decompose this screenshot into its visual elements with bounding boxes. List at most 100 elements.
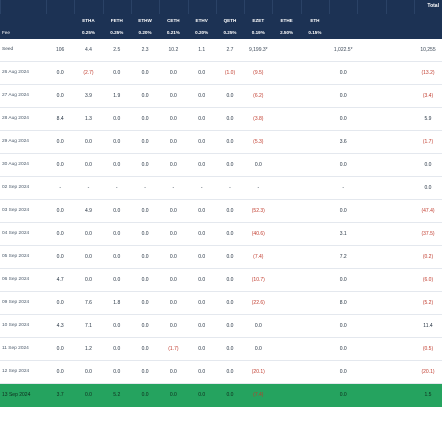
row-cell: 0.0 bbox=[113, 277, 121, 283]
row-cell: 0.0 bbox=[141, 392, 149, 398]
row-cell: 0.0 bbox=[141, 93, 149, 99]
row-cell bbox=[357, 85, 385, 107]
row-cell: (1.7) bbox=[168, 346, 179, 352]
table-row[interactable]: 27 Aug 2024 0.0 3.9 1.9 0.0 0.0 0.0 0.0 (6.2) 0.0… bbox=[0, 85, 442, 108]
row-cell: 0.0 bbox=[198, 392, 206, 398]
row-total: (37.5) bbox=[421, 231, 435, 237]
row-cell bbox=[386, 384, 414, 407]
row-cell bbox=[386, 131, 414, 153]
flows-table: Total ETHA FETH ETHW CETH ETHV QETH EZET ETHE ET… bbox=[0, 0, 442, 407]
row-cell bbox=[272, 223, 300, 245]
row-cell: 0.0 bbox=[169, 323, 177, 329]
row-cell bbox=[272, 384, 300, 407]
row-total: 0.0 bbox=[424, 162, 432, 168]
row-cell: 0.0 bbox=[226, 300, 234, 306]
row-cell bbox=[301, 223, 329, 245]
fee-value: 0.15% bbox=[308, 30, 322, 35]
fee-value bbox=[386, 27, 414, 39]
fee-label: Fee bbox=[2, 30, 10, 35]
row-cell: 0.0 bbox=[226, 139, 234, 145]
row-cell: 0.0 bbox=[198, 254, 206, 260]
row-cell bbox=[301, 177, 329, 199]
row-cell bbox=[272, 246, 300, 268]
row-cell: 3.7 bbox=[56, 392, 64, 398]
row-cell: 0.0 bbox=[169, 208, 177, 214]
row-date: 30 Aug 2024 bbox=[2, 162, 29, 167]
table-row[interactable]: 10 Sep 2024 4.3 7.1 0.0 0.0 0.0 0.0 0.0 0.0 0.0 11… bbox=[0, 315, 442, 338]
table-row[interactable]: 02 Sep 2024 - - - - - - - - - 0.0 bbox=[0, 177, 442, 200]
table-row[interactable]: 26 Aug 2024 0.0 (2.7) 0.0 0.0 0.0 0.0 (1.0) (9.5… bbox=[0, 62, 442, 85]
row-cell: - bbox=[115, 185, 118, 191]
row-cell: 0.0 bbox=[141, 300, 149, 306]
row-cell: 0.0 bbox=[169, 254, 177, 260]
row-cell: 2.5 bbox=[113, 47, 121, 53]
row-cell: 1,022.5* bbox=[333, 47, 353, 53]
ticker-header: ETHV bbox=[195, 18, 208, 23]
table-row[interactable]: 05 Sep 2024 0.0 0.0 0.0 0.0 0.0 0.0 0.0 (7.4) 7.2… bbox=[0, 246, 442, 269]
row-cell bbox=[357, 223, 385, 245]
row-date: 06 Sep 2024 bbox=[2, 277, 30, 282]
row-cell: 0.0 bbox=[198, 93, 206, 99]
row-cell: (52.3) bbox=[251, 208, 265, 214]
fee-value: 2.50% bbox=[280, 30, 294, 35]
row-cell: (7.4) bbox=[253, 254, 264, 260]
row-cell: - bbox=[144, 185, 146, 191]
ticker-header bbox=[386, 14, 414, 27]
row-cell: (3.8) bbox=[253, 116, 264, 122]
highlighted-row[interactable]: 13 Sep 2024 3.7 0.0 5.2 0.0 0.0 0.0 0.0 (7.4) 0.0… bbox=[0, 384, 442, 407]
row-cell: 0.0 bbox=[254, 323, 262, 329]
row-cell bbox=[386, 177, 414, 199]
row-cell: 2.7 bbox=[226, 47, 234, 53]
seed-row[interactable]: Seed 106 4.4 2.5 2.3 10.2 1.1 2.7 9,199.3* 1,022.… bbox=[0, 39, 442, 62]
row-cell: 3.6 bbox=[339, 139, 347, 145]
row-cell: - bbox=[200, 185, 203, 191]
row-cell: 0.0 bbox=[226, 346, 234, 352]
ticker-header: ETHE bbox=[280, 18, 293, 23]
table-row[interactable]: 04 Sep 2024 0.0 0.0 0.0 0.0 0.0 0.0 0.0 (40.6) 3.… bbox=[0, 223, 442, 246]
row-cell: - bbox=[229, 185, 231, 191]
fee-value: 0.21% bbox=[166, 30, 180, 35]
row-cell: - bbox=[257, 185, 260, 191]
row-cell: (10.7) bbox=[251, 277, 265, 283]
table-row[interactable]: 28 Aug 2024 8.4 1.3 0.0 0.0 0.0 0.0 0.0 (3.8) 0.0… bbox=[0, 108, 442, 131]
row-cell: 0.0 bbox=[226, 254, 234, 260]
row-cell: 0.0 bbox=[56, 346, 64, 352]
row-date: 05 Sep 2024 bbox=[2, 254, 30, 259]
row-cell: 0.0 bbox=[113, 116, 121, 122]
row-cell: (6.2) bbox=[253, 93, 264, 99]
row-total: (1.7) bbox=[422, 139, 434, 145]
table-row[interactable]: 29 Aug 2024 0.0 0.0 0.0 0.0 0.0 0.0 0.0 (5.3) 3.6… bbox=[0, 131, 442, 154]
table-row[interactable]: 09 Sep 2024 0.0 7.6 1.8 0.0 0.0 0.0 0.0 (22.6) 8.… bbox=[0, 292, 442, 315]
row-total: (13.2) bbox=[421, 70, 435, 76]
row-cell: 9,199.3* bbox=[248, 47, 268, 53]
row-cell: 0.0 bbox=[56, 369, 64, 375]
table-row[interactable]: 12 Sep 2024 0.0 0.0 0.0 0.0 0.0 0.0 0.0 (20.1) 0.… bbox=[0, 361, 442, 384]
table-row[interactable]: 30 Aug 2024 0.0 0.0 0.0 0.0 0.0 0.0 0.0 0.0 0.0 0.… bbox=[0, 154, 442, 177]
row-total: (3.4) bbox=[422, 93, 434, 99]
fee-header-row: Fee 0.25% 0.25% 0.20% 0.21% 0.20% 0.25% 0.19% 2.… bbox=[0, 27, 442, 39]
row-cell bbox=[272, 315, 300, 337]
row-total: (5.2) bbox=[422, 300, 434, 306]
row-cell: 0.0 bbox=[141, 254, 149, 260]
row-cell: 0.0 bbox=[198, 208, 206, 214]
row-cell: 0.0 bbox=[226, 277, 234, 283]
table-row[interactable]: 06 Sep 2024 4.7 0.0 0.0 0.0 0.0 0.0 0.0 (10.7) 0.… bbox=[0, 269, 442, 292]
row-cell: 0.0 bbox=[226, 116, 234, 122]
row-cell bbox=[301, 269, 329, 291]
row-cell: 0.0 bbox=[254, 162, 262, 168]
row-cell bbox=[386, 246, 414, 268]
row-cell bbox=[357, 246, 385, 268]
row-cell: 0.0 bbox=[169, 369, 177, 375]
row-cell: 0.0 bbox=[141, 231, 149, 237]
row-cell bbox=[301, 62, 329, 84]
row-cell: 0.0 bbox=[113, 254, 121, 260]
fee-value: 0.20% bbox=[138, 30, 152, 35]
row-cell: 0.0 bbox=[339, 70, 347, 76]
table-row[interactable]: 03 Sep 2024 0.0 4.9 0.0 0.0 0.0 0.0 0.0 (52.3) 0.… bbox=[0, 200, 442, 223]
row-cell bbox=[386, 361, 414, 383]
row-cell: 0.0 bbox=[339, 346, 347, 352]
table-row[interactable]: 11 Sep 2024 0.0 1.2 0.0 0.0 (1.7) 0.0 0.0 0.0 0.0… bbox=[0, 338, 442, 361]
row-cell bbox=[272, 108, 300, 130]
row-total: (20.1) bbox=[421, 369, 435, 375]
row-total: (47.4) bbox=[421, 208, 435, 214]
